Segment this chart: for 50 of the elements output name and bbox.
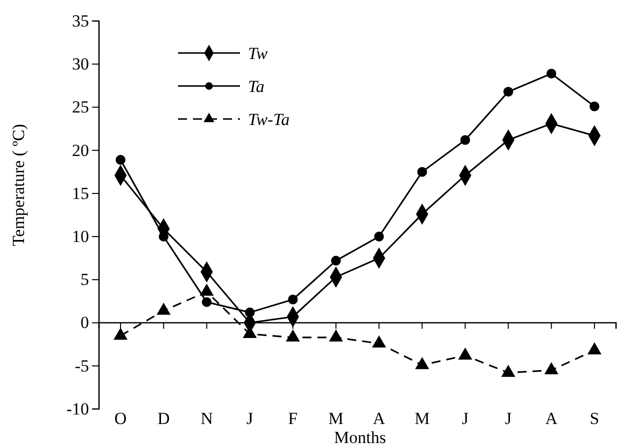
point [417, 167, 428, 177]
y-tick-label: 0 [80, 313, 89, 332]
x-tick-label: D [157, 409, 170, 428]
point [200, 284, 214, 296]
point [501, 364, 516, 377]
point [116, 154, 126, 165]
point [546, 68, 556, 78]
y-axis-title: Temperature ( ºC) [9, 124, 28, 246]
y-tick-label: -5 [74, 356, 89, 376]
y-tick-label: 10 [72, 226, 89, 246]
x-tick-label: F [288, 409, 298, 428]
x-tick-label: J [462, 409, 469, 428]
point [288, 294, 298, 304]
legend-label: Tw [248, 44, 268, 63]
point [286, 329, 300, 342]
point [158, 232, 169, 242]
y-tick-label: 30 [72, 54, 89, 74]
x-tick-label: M [328, 409, 344, 428]
point [328, 329, 343, 342]
y-tick-label: 20 [72, 140, 89, 160]
point [114, 328, 128, 340]
x-tick-label: S [590, 409, 600, 428]
x-tick-label: A [545, 409, 558, 428]
x-tick-label: N [200, 409, 213, 428]
legend-label: Tw-Ta [248, 110, 290, 129]
point [331, 256, 341, 266]
point [460, 135, 470, 145]
x-tick-label: J [504, 409, 512, 428]
x-tick-label: J [246, 409, 254, 428]
legend-label: Ta [248, 77, 264, 96]
y-tick-label: 35 [72, 11, 89, 30]
point [372, 335, 386, 348]
y-tick-label: -10 [66, 399, 89, 418]
point [156, 302, 171, 315]
point [590, 101, 600, 112]
point [244, 308, 255, 318]
x-axis-title: Months [334, 428, 386, 447]
point [544, 362, 558, 374]
x-tick-label: O [114, 409, 127, 428]
point [202, 297, 212, 307]
y-tick-label: 15 [72, 184, 89, 203]
point [587, 342, 602, 354]
point [415, 356, 430, 370]
x-tick-label: M [414, 409, 430, 428]
point [374, 232, 384, 242]
point [458, 347, 472, 360]
y-tick-label: 25 [72, 98, 89, 117]
x-tick-label: A [372, 409, 386, 428]
y-tick-label: 5 [80, 270, 89, 290]
point [503, 86, 514, 97]
